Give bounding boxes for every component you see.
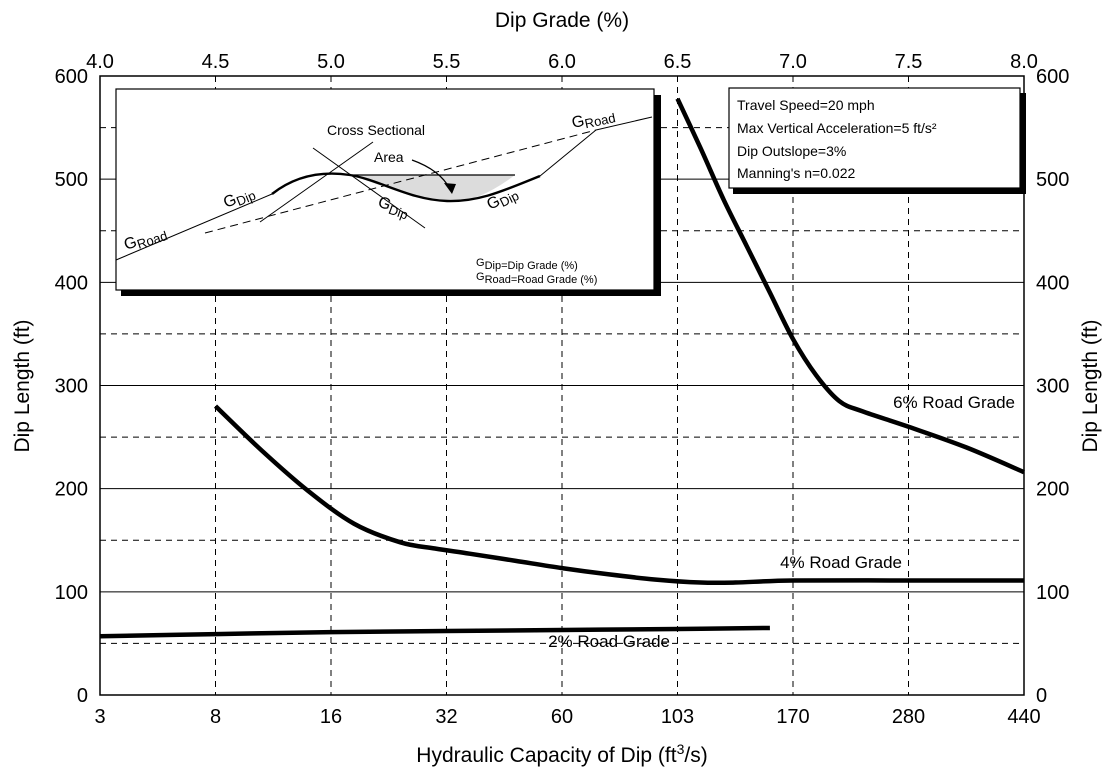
bottom-tick-label: 440	[1007, 706, 1040, 728]
right-tick-label: 500	[1036, 169, 1069, 191]
right-axis-ticks: 0 100 200 300 400 500 600	[1036, 66, 1069, 707]
bottom-tick-label: 8	[210, 706, 221, 728]
bottom-tick-label: 32	[435, 706, 457, 728]
inset-label-gdip-center: GDip	[375, 194, 412, 223]
legend-line-manning: Manning's n=0.022	[737, 165, 855, 181]
cross-section-inset: Cross Sectional Area GRoad GDip GDip GDi…	[115, 88, 661, 296]
inset-def-dip: GDip=Dip Grade (%)	[476, 257, 578, 272]
series-line-6pct-road-grade	[675, 97, 1025, 475]
inset-frame	[115, 88, 655, 291]
right-tick-label: 600	[1036, 66, 1069, 88]
series-label-6pct: 6% Road Grade	[893, 393, 1015, 412]
top-tick-label: 8.0	[1010, 51, 1038, 73]
cross-section-area	[352, 175, 515, 202]
series-label-4pct: 4% Road Grade	[780, 553, 902, 572]
bottom-tick-label: 280	[892, 706, 925, 728]
bottom-axis-ticks: 3 8 16 32 60 103 170 280 440	[94, 706, 1040, 728]
legend-line-speed: Travel Speed=20 mph	[737, 97, 875, 113]
bottom-tick-label: 60	[551, 706, 573, 728]
bottom-axis-title: Hydraulic Capacity of Dip (ft3/s)	[416, 741, 707, 767]
legend-box: Travel Speed=20 mph Max Vertical Acceler…	[728, 87, 1026, 194]
left-tick-label: 100	[55, 582, 88, 604]
left-tick-label: 400	[55, 272, 88, 294]
bottom-tick-label: 3	[94, 706, 105, 728]
top-tick-label: 4.5	[202, 51, 230, 73]
left-tick-label: 500	[55, 169, 88, 191]
tangent-line-1	[312, 147, 426, 229]
series-group	[99, 97, 1025, 639]
top-tick-label: 5.5	[433, 51, 461, 73]
road-line-left	[115, 193, 273, 261]
inset-label-area: Area	[374, 149, 404, 165]
inset-label-gdip-left: GDip	[221, 184, 258, 214]
area-arrow-head	[444, 183, 456, 194]
road-projection-dashed	[204, 129, 597, 234]
inset-label-cross-section: Cross Sectional	[327, 122, 425, 138]
series-line-2pct-road-grade	[99, 625, 770, 639]
road-line-right	[539, 129, 597, 177]
inset-def-road: GRoad=Road Grade (%)	[476, 271, 597, 286]
legend-line-outslope: Dip Outslope=3%	[737, 143, 846, 159]
right-axis-title: Dip Length (ft)	[1079, 319, 1102, 452]
bottom-tick-label: 170	[776, 706, 809, 728]
road-line-far-right	[595, 116, 653, 131]
right-tick-label: 400	[1036, 272, 1069, 294]
top-tick-label: 5.0	[317, 51, 345, 73]
left-tick-label: 0	[77, 685, 88, 707]
left-axis-ticks: 0 100 200 300 400 500 600	[55, 66, 88, 707]
dip-profile-curve	[271, 172, 541, 203]
top-axis-ticks: 4.0 4.5 5.0 5.5 6.0 6.5 7.0 7.5 8.0	[86, 51, 1038, 73]
top-tick-label: 4.0	[86, 51, 114, 73]
left-tick-label: 300	[55, 376, 88, 398]
legend-line-accel: Max Vertical Acceleration=5 ft/s²	[737, 120, 937, 136]
inset-label-groad-right: GRoad	[570, 106, 617, 134]
right-tick-label: 0	[1036, 685, 1047, 707]
top-tick-label: 6.0	[548, 51, 576, 73]
series-line-4pct-road-grade	[213, 404, 1024, 586]
series-label-2pct: 2% Road Grade	[548, 632, 670, 651]
left-axis-title: Dip Length (ft)	[11, 319, 34, 452]
legend-frame	[728, 87, 1021, 189]
top-tick-label: 6.5	[664, 51, 692, 73]
bottom-tick-label: 16	[320, 706, 342, 728]
top-tick-label: 7.0	[779, 51, 807, 73]
top-tick-label: 7.5	[895, 51, 923, 73]
right-tick-label: 100	[1036, 582, 1069, 604]
left-tick-label: 600	[55, 66, 88, 88]
left-tick-label: 200	[55, 479, 88, 501]
bottom-tick-label: 103	[661, 706, 694, 728]
top-axis-title: Dip Grade (%)	[495, 9, 629, 32]
right-tick-label: 300	[1036, 376, 1069, 398]
right-tick-label: 200	[1036, 479, 1069, 501]
tangent-line-2	[259, 141, 374, 223]
